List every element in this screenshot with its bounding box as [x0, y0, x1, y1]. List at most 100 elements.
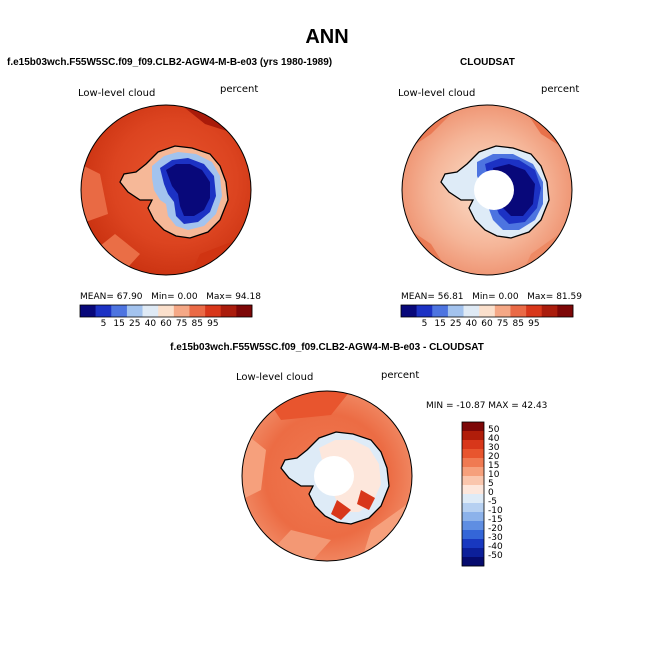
panel1-variable-label: Low-level cloud — [78, 88, 156, 99]
panel1-colorbar-labels: 5 15 25 40 60 75 85 95 — [80, 319, 252, 331]
colorbar-tick-label: 95 — [207, 319, 219, 329]
colorbar-tick-label: 95 — [528, 319, 540, 329]
panel2-min-label: Min= — [472, 292, 496, 302]
colorbar-swatch — [463, 305, 480, 317]
colorbar-swatch — [432, 305, 449, 317]
panel2-min-value: 0.00 — [498, 292, 519, 302]
colorbar-frame — [461, 421, 485, 567]
colorbar-swatch — [236, 305, 253, 317]
colorbar-tick-label: 60 — [160, 319, 172, 329]
colorbar-swatch — [526, 305, 543, 317]
colorbar-tick-label: 5 — [421, 319, 428, 329]
colorbar-frame — [400, 304, 574, 318]
colorbar-tick-label: 75 — [175, 319, 188, 329]
colorbar-tick-label: -15 — [488, 515, 503, 525]
panel1-map — [80, 104, 252, 276]
panel1-min-value: 0.00 — [177, 292, 198, 302]
colorbar-tick-label: 40 — [488, 434, 500, 444]
colorbar-swatch — [205, 305, 222, 317]
panel3-colorbar-labels: 50 40 30 20 15 10 5 0 -5 -10 -15 -20 -30 -40 -50 — [488, 422, 528, 566]
colorbar-tick-label: -20 — [488, 524, 503, 534]
colorbar-tick-label: 20 — [488, 452, 500, 462]
panel2-variable-label: Low-level cloud — [398, 88, 476, 99]
colorbar-swatch — [401, 305, 417, 317]
panel2-units-label: percent — [541, 84, 580, 95]
colorbar-swatch — [462, 431, 484, 441]
colorbar-tick-label: 15 — [434, 319, 446, 329]
panel1-colorbar — [79, 304, 253, 318]
panel2-max-label: Max= — [527, 292, 554, 302]
colorbar-swatch — [462, 539, 484, 549]
colorbar-frame — [79, 304, 253, 318]
colorbar-swatch — [111, 305, 128, 317]
colorbar-swatch — [462, 530, 484, 540]
colorbar-swatch — [462, 485, 484, 495]
colorbar-swatch — [462, 458, 484, 468]
colorbar-tick-label: -50 — [488, 551, 503, 561]
panel2-stats: MEAN= 56.81 Min= 0.00 Max= 81.59 — [401, 292, 582, 302]
colorbar-swatch — [494, 305, 511, 317]
colorbar-swatch — [557, 305, 574, 317]
colorbar-swatch — [462, 422, 484, 432]
colorbar-tick-label: 25 — [449, 319, 462, 329]
panel1-max-value: 94.18 — [235, 292, 261, 302]
panel3-map — [241, 390, 413, 562]
colorbar-tick-label: 0 — [488, 488, 494, 498]
colorbar-tick-label: -5 — [488, 497, 497, 507]
panel2-colorbar-labels: 5 15 25 40 60 75 85 95 — [401, 319, 573, 331]
panel1-units-label: percent — [220, 84, 259, 95]
colorbar-tick-label: 50 — [488, 425, 500, 435]
colorbar-swatch — [142, 305, 159, 317]
colorbar-tick-label: 15 — [488, 461, 500, 471]
colorbar-tick-label: 30 — [488, 443, 500, 453]
figure-title: ANN — [305, 26, 349, 48]
colorbar-swatch — [220, 305, 237, 317]
colorbar-swatch — [447, 305, 464, 317]
colorbar-tick-label: 15 — [113, 319, 125, 329]
panel3-colorbar — [461, 421, 485, 567]
panel2-mean-value: 56.81 — [437, 292, 464, 302]
panel3-variable-label: Low-level cloud — [236, 372, 314, 383]
colorbar-swatch — [462, 440, 484, 450]
colorbar-swatch — [462, 521, 484, 531]
colorbar-tick-label: 10 — [488, 470, 500, 480]
colorbar-swatch — [541, 305, 558, 317]
colorbar-swatch — [510, 305, 527, 317]
colorbar-swatch — [462, 494, 484, 504]
colorbar-tick-label: 40 — [144, 319, 157, 329]
colorbar-swatch — [189, 305, 206, 317]
panel3-title: f.e15b03wch.F55W5SC.f09_f09.CLB2-AGW4-M-… — [170, 342, 484, 353]
colorbar-tick-label: 5 — [100, 319, 107, 329]
colorbar-swatch — [416, 305, 433, 317]
panel3-units-label: percent — [381, 370, 420, 381]
panel1-mean-label: MEAN= — [80, 292, 114, 302]
colorbar-swatch — [462, 503, 484, 513]
colorbar-swatch — [479, 305, 496, 317]
panel3-minmax: MIN = -10.87 MAX = 42.43 — [426, 401, 548, 411]
colorbar-tick-label: 25 — [128, 319, 141, 329]
colorbar-tick-label: 40 — [465, 319, 478, 329]
colorbar-swatch — [126, 305, 143, 317]
colorbar-tick-label: 60 — [481, 319, 493, 329]
panel2-max-value: 81.59 — [556, 292, 582, 302]
colorbar-tick-label: -30 — [488, 533, 503, 543]
panel1-mean-value: 67.90 — [116, 292, 143, 302]
panel1-title: f.e15b03wch.F55W5SC.f09_f09.CLB2-AGW4-M-… — [7, 57, 333, 68]
colorbar-tick-label: 5 — [488, 479, 494, 489]
colorbar-swatch — [462, 512, 484, 522]
panel1-max-label: Max= — [206, 292, 233, 302]
panel1-min-label: Min= — [151, 292, 175, 302]
colorbar-swatch — [173, 305, 190, 317]
panel2-map — [401, 104, 573, 276]
colorbar-swatch — [158, 305, 175, 317]
colorbar-swatch — [95, 305, 112, 317]
colorbar-swatch — [80, 305, 96, 317]
colorbar-tick-label: 85 — [512, 319, 524, 329]
panel2-colorbar — [400, 304, 574, 318]
panel1-stats: MEAN= 67.90 Min= 0.00 Max= 94.18 — [80, 292, 261, 302]
panel2-title: CLOUDSAT — [460, 57, 515, 68]
colorbar-swatch — [462, 476, 484, 486]
panel2-mean-label: MEAN= — [401, 292, 435, 302]
colorbar-tick-label: -10 — [488, 506, 503, 516]
